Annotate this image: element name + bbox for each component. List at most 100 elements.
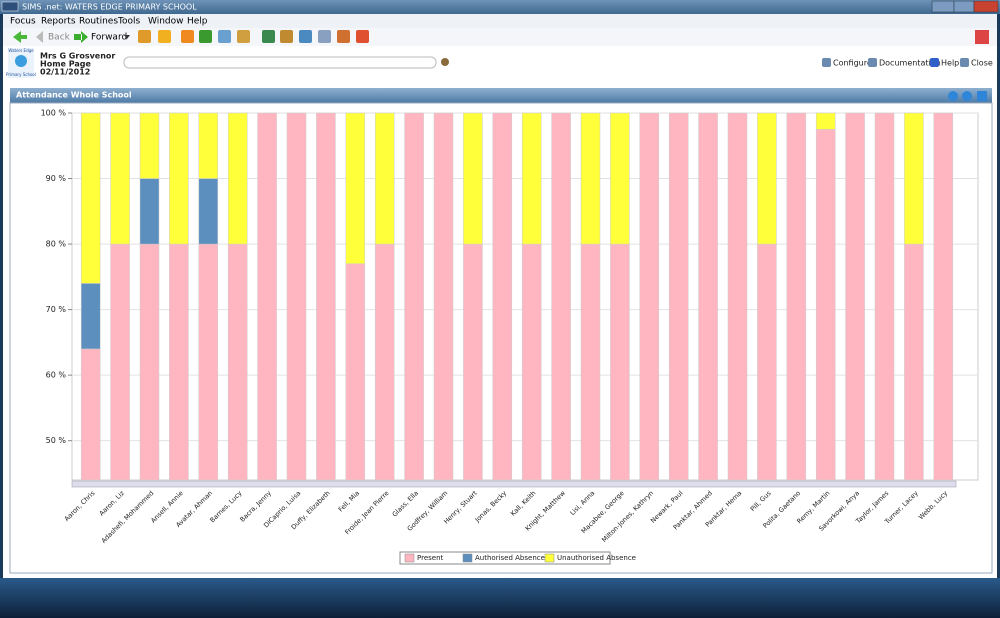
bar-segment (698, 112, 718, 481)
search-icon[interactable] (441, 58, 449, 66)
y-tick-label: 80 % (46, 240, 67, 249)
bar-segment (639, 112, 660, 481)
date: 02/11/2012 (40, 68, 90, 77)
bar-segment (227, 243, 248, 481)
toolbar-icon[interactable] (181, 30, 194, 43)
app-icon (1, 1, 19, 12)
link-icon[interactable] (868, 58, 877, 67)
y-tick-label: 100 % (41, 109, 67, 118)
scrollbar[interactable] (71, 480, 957, 488)
back-button[interactable]: Back (48, 33, 71, 43)
toolbar-icon[interactable] (218, 30, 231, 43)
link[interactable]: Close (971, 59, 993, 68)
bar-segment (139, 112, 160, 179)
toolbar-icon[interactable] (138, 30, 151, 43)
bar-segment (757, 112, 777, 245)
bar-segment (110, 243, 130, 481)
bar-segment (551, 112, 571, 481)
link[interactable]: Help (941, 59, 959, 68)
legend-label: Authorised Absence (475, 554, 545, 562)
bar-segment (463, 243, 483, 481)
minimize-button[interactable] (931, 0, 955, 13)
bar-segment (169, 243, 189, 481)
bar-segment (521, 112, 542, 245)
toolbar-icon[interactable] (280, 30, 293, 43)
bar-segment (668, 112, 689, 481)
legend-swatch (404, 553, 415, 563)
bar-segment (757, 243, 777, 481)
bar-segment (580, 112, 601, 245)
y-tick-label: 50 % (46, 436, 67, 445)
bar-segment (80, 348, 101, 481)
close-button[interactable] (973, 0, 999, 13)
menu-item[interactable]: Help (187, 17, 208, 27)
bar-segment (198, 178, 219, 245)
link-icon[interactable] (960, 58, 969, 67)
y-tick-label: 90 % (46, 174, 67, 183)
forward-button[interactable]: Forward (91, 33, 127, 43)
bar-segment (933, 112, 954, 481)
bar-segment (110, 112, 130, 245)
refresh-icon[interactable] (13, 31, 27, 43)
bar-segment (139, 178, 160, 245)
bar-segment (433, 112, 454, 481)
link-icon[interactable] (822, 58, 831, 67)
forward-icon[interactable] (74, 31, 88, 43)
menu-item[interactable]: Routines (79, 17, 118, 27)
options-button[interactable] (962, 91, 972, 101)
bar-segment (80, 283, 101, 350)
toolbar-icon[interactable] (318, 30, 331, 43)
bar-segment (610, 243, 630, 481)
bar-segment (904, 243, 924, 481)
back-icon[interactable] (36, 31, 43, 43)
bar-segment (727, 112, 748, 481)
link-icon[interactable] (930, 58, 939, 67)
toolbar-icon[interactable] (262, 30, 275, 43)
info-button[interactable] (948, 91, 958, 101)
menu-item[interactable]: Window (148, 17, 184, 27)
bar-segment (845, 112, 865, 481)
bar-segment (139, 243, 160, 481)
legend-swatch (544, 553, 555, 563)
menu-item[interactable]: Focus (10, 17, 36, 27)
bar-segment (198, 243, 219, 481)
bar-segment (815, 112, 836, 130)
forward-dropdown[interactable] (124, 35, 130, 39)
bar-segment (227, 112, 248, 245)
toolbar-icon[interactable] (975, 30, 989, 44)
menu-item[interactable]: Tools (117, 17, 140, 27)
bar-segment (80, 112, 101, 284)
link[interactable]: Documentation (879, 59, 941, 68)
y-tick-label: 70 % (46, 305, 67, 314)
menu-bar (3, 14, 997, 28)
bar-segment (874, 112, 895, 481)
toolbar-icon[interactable] (337, 30, 350, 43)
bar-segment (374, 112, 395, 245)
toolbar-icon[interactable] (158, 30, 171, 43)
desktop (0, 578, 1000, 618)
bar-segment (374, 243, 395, 481)
logo-text: Primary School (6, 72, 36, 77)
panel-header (10, 88, 992, 103)
bar-segment (521, 243, 542, 481)
bar-segment (404, 112, 424, 481)
maximize-button[interactable] (953, 0, 975, 13)
link[interactable]: Configure (833, 59, 872, 68)
logo-drop (15, 55, 27, 67)
toolbar-icon[interactable] (199, 30, 212, 43)
menu-item[interactable]: Reports (41, 17, 76, 27)
panel-title: Attendance Whole School (16, 91, 132, 100)
bar-segment (286, 112, 307, 481)
legend-swatch (462, 553, 473, 563)
search-box[interactable] (123, 56, 437, 69)
legend-label: Unauthorised Absence (557, 554, 636, 562)
bar-segment (169, 112, 189, 245)
page-name: Home Page (40, 60, 92, 69)
popout-button[interactable] (977, 91, 987, 101)
bar-segment (463, 112, 483, 245)
legend (399, 551, 611, 565)
toolbar-icon[interactable] (237, 30, 250, 43)
toolbar-icon[interactable] (356, 30, 369, 43)
toolbar-icon[interactable] (299, 30, 312, 43)
